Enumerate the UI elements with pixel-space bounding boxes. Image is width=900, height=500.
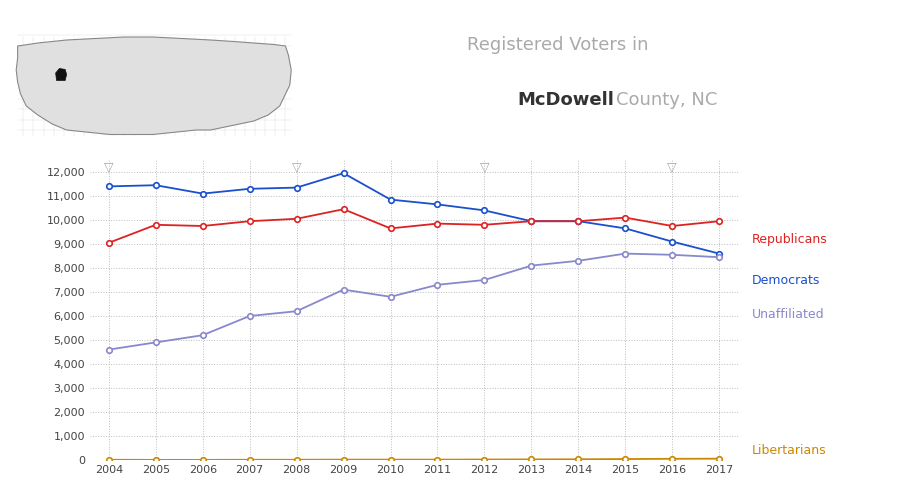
Text: Unaffiliated: Unaffiliated (752, 308, 824, 322)
Text: Republicans: Republicans (752, 234, 827, 246)
Text: ▽: ▽ (668, 160, 677, 173)
Text: ▽: ▽ (480, 160, 490, 173)
Text: ▽: ▽ (292, 160, 302, 173)
Text: Registered Voters in: Registered Voters in (467, 36, 649, 54)
Text: Democrats: Democrats (752, 274, 820, 286)
Text: Libertarians: Libertarians (752, 444, 826, 456)
Polygon shape (56, 68, 67, 80)
Polygon shape (16, 37, 292, 134)
Text: ▽: ▽ (104, 160, 113, 173)
Text: County, NC: County, NC (616, 91, 718, 109)
Text: McDowell: McDowell (518, 91, 615, 109)
